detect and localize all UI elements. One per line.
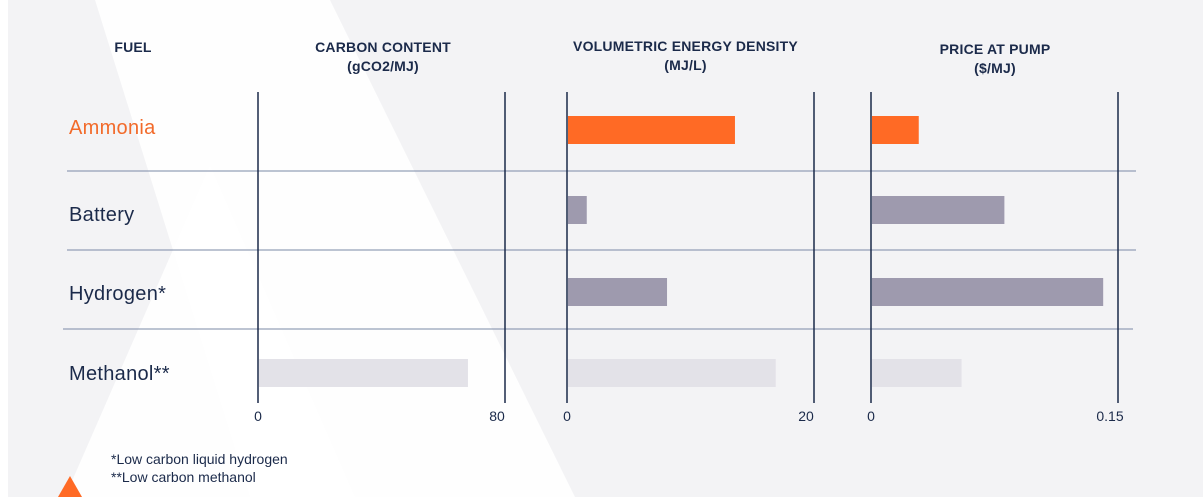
bar-carbon-3 <box>259 359 468 387</box>
price-column-header: PRICE AT PUMP ($/MJ) <box>939 41 1051 76</box>
energy-column-header: VOLUMETRIC ENERGY DENSITY (MJ/L) <box>573 38 798 73</box>
footnote-methanol: **Low carbon methanol <box>111 469 256 485</box>
bar-price-0 <box>872 116 919 144</box>
bar-energy-1 <box>568 196 587 224</box>
bar-energy-0 <box>568 116 735 144</box>
fuel-column-header: FUEL <box>114 39 152 55</box>
bar-price-3 <box>872 359 962 387</box>
bar-energy-2 <box>568 278 668 306</box>
fuel-label-battery: Battery <box>69 204 135 226</box>
carbon-column-header: CARBON CONTENT (gCO2/MJ) <box>315 39 451 74</box>
tick-label-price-max: 0.15 <box>1096 408 1123 424</box>
fuel-label-ammonia: Ammonia <box>69 117 156 139</box>
footnote-hydrogen: *Low carbon liquid hydrogen <box>111 451 288 467</box>
bar-price-1 <box>872 196 1005 224</box>
tick-label-carbon-min: 0 <box>254 408 262 424</box>
fuel-label-hydrogen: Hydrogen* <box>69 283 167 305</box>
fuel-label-methanol: Methanol** <box>69 363 170 385</box>
bar-price-2 <box>872 278 1104 306</box>
tick-label-price-min: 0 <box>867 408 875 424</box>
left-frame-edge <box>0 0 8 497</box>
bar-energy-3 <box>568 359 776 387</box>
tick-label-energy-min: 0 <box>563 408 571 424</box>
orange-triangle-icon <box>58 476 82 497</box>
tick-label-carbon-max: 80 <box>489 408 505 424</box>
tick-label-energy-max: 20 <box>798 408 814 424</box>
